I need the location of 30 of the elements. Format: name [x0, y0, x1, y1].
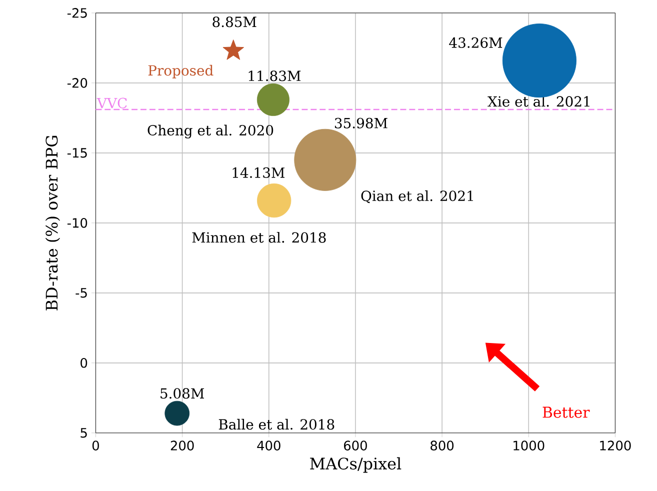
x-tick-label: 0 — [92, 440, 99, 451]
x-tick-label: 1200 — [600, 440, 631, 451]
y-tick-label: -10 — [67, 218, 88, 228]
x-tick-label: 1000 — [514, 440, 544, 451]
x-tick-label: 400 — [257, 440, 280, 451]
y-tick-label: 0 — [80, 358, 88, 368]
annotation: 8.85M — [212, 16, 256, 28]
y-tick-label: 5 — [80, 428, 87, 438]
series-label: Minnen et al. 2018 — [192, 232, 326, 243]
y-tick-label: -15 — [67, 148, 87, 158]
x-tick-label: 200 — [170, 440, 194, 451]
series-label: Cheng et al. 2020 — [148, 124, 274, 139]
x-tick-label: 800 — [430, 440, 454, 451]
y-axis-title: BD-rate (%) over BPG — [45, 136, 60, 311]
x-axis-title: MACs/pixel — [310, 457, 402, 473]
text: Balle et al. 2018 — [218, 419, 334, 430]
ref-line-label: VVC — [96, 98, 127, 109]
series-label: Qian et al. 2021 — [361, 190, 473, 204]
x-tick-label: 600 — [344, 440, 367, 451]
y-tick-label: -5 — [76, 288, 87, 298]
annotation: 35.98M — [334, 118, 388, 129]
y-tick-label: -25 — [67, 8, 87, 18]
annotation: 11.83M — [248, 70, 301, 82]
y-tick-label: -20 — [67, 78, 88, 88]
annotation: Better — [542, 406, 590, 418]
annotation: 5.08M — [160, 388, 204, 399]
series-label: Xie et al. 2021 — [488, 96, 590, 107]
series-label: Proposed — [148, 65, 214, 79]
annotation: 43.26M — [449, 38, 502, 48]
annotation: 14.13M — [232, 168, 285, 178]
